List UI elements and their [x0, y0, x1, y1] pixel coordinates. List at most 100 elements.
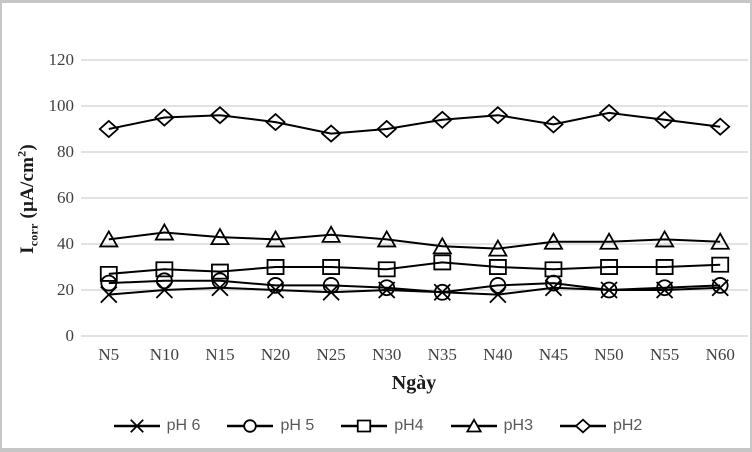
square-marker-icon — [711, 256, 730, 273]
diamond-marker-icon — [598, 103, 620, 123]
triangle-marker-icon — [487, 238, 508, 257]
diamond-marker-icon — [654, 110, 675, 130]
circle-marker-icon — [267, 277, 284, 294]
x-tick-label: N15 — [205, 345, 235, 364]
triangle-marker-icon — [321, 224, 342, 243]
x-tick-label: N50 — [594, 345, 624, 364]
square-marker-icon — [155, 261, 174, 278]
x-tick-label: N5 — [98, 345, 120, 364]
diamond-glyph-icon — [574, 418, 592, 434]
series-line-ph5 — [108, 279, 721, 294]
x-tick-label: N55 — [649, 345, 680, 364]
triangle-glyph-icon — [465, 417, 482, 433]
diamond-marker-icon — [98, 119, 120, 139]
square-marker-icon — [322, 259, 341, 275]
circle-marker-icon — [711, 277, 729, 294]
square-marker-icon — [655, 259, 674, 275]
legend-label: pH3 — [503, 417, 533, 434]
diamond-marker-icon — [543, 115, 564, 134]
diamond-marker-icon — [209, 105, 231, 125]
square-marker-icon — [433, 254, 452, 271]
chart-legend: pH 6 pH 5 pH4 pH3 pH2 — [2, 409, 750, 443]
triangle-marker-icon — [98, 229, 119, 248]
y-axis-title-subscript: corr — [26, 223, 41, 247]
triangle-marker-icon — [432, 236, 453, 255]
diamond-marker-icon — [431, 110, 453, 130]
legend-entry: pH 6 — [113, 416, 201, 436]
triangle-marker-icon — [209, 227, 231, 246]
legend-diamond-marker-icon — [559, 418, 606, 434]
x-marker-icon — [378, 281, 396, 299]
diamond-marker-icon — [709, 117, 731, 136]
x-tick-label: N40 — [483, 345, 513, 364]
legend-entry: pH4 — [341, 416, 424, 436]
circle-marker-icon — [656, 279, 673, 296]
legend-x-marker-icon — [113, 419, 160, 433]
x-tick-label: N60 — [705, 345, 735, 364]
y-tick-label: 120 — [48, 50, 75, 69]
circle-marker-icon — [489, 277, 507, 294]
x-tick-label: N20 — [260, 345, 291, 364]
circle-marker-icon — [433, 284, 451, 301]
y-axis-title-unit: (µA/cm — [16, 156, 38, 224]
legend-square-marker-icon — [341, 419, 388, 433]
diamond-marker-icon — [320, 124, 342, 143]
y-tick-label: 60 — [57, 188, 74, 207]
triangle-marker-icon — [265, 229, 286, 248]
x-marker-icon — [655, 281, 674, 299]
x-tick-label: N35 — [427, 345, 457, 364]
y-axis-title-unit-close: ) — [16, 144, 38, 151]
triangle-marker-icon — [376, 229, 397, 248]
square-marker-icon — [377, 261, 396, 278]
x-tick-label: N10 — [149, 345, 180, 364]
triangle-marker-icon — [154, 222, 175, 241]
legend-circle-marker-icon — [227, 419, 274, 433]
plot-area — [81, 59, 748, 337]
y-axis-title-superscript: 2 — [14, 150, 29, 157]
x-tick-label: N25 — [316, 345, 346, 364]
square-marker-icon — [600, 259, 618, 275]
square-marker-icon — [99, 265, 118, 282]
triangle-marker-icon — [598, 231, 620, 250]
legend-triangle-marker-icon — [450, 417, 497, 433]
circle-marker-icon — [100, 274, 118, 292]
legend-label: pH2 — [612, 417, 643, 434]
series-line-ph4 — [108, 261, 721, 275]
legend-label: pH 6 — [166, 417, 201, 434]
triangle-marker-icon — [543, 231, 564, 250]
legend-entry: pH 5 — [227, 416, 314, 436]
x-tick-label: N45 — [538, 345, 569, 364]
circle-marker-icon — [211, 272, 229, 290]
square-marker-icon — [266, 259, 285, 275]
diamond-marker-icon — [487, 105, 509, 125]
legend-label: pH 5 — [280, 417, 315, 434]
series-line-ph2 — [108, 111, 721, 135]
y-tick-label: 100 — [48, 96, 75, 115]
circle-marker-icon — [156, 272, 173, 290]
legend-label: pH4 — [394, 417, 424, 434]
circle-marker-icon — [322, 277, 340, 294]
circle-marker-icon — [600, 281, 618, 299]
legend-entry: pH2 — [559, 416, 643, 436]
circle-glyph-icon — [243, 419, 258, 433]
square-marker-icon — [488, 259, 507, 275]
y-tick-label: 20 — [57, 280, 74, 299]
legend-entry: pH3 — [450, 416, 533, 436]
y-tick-label: 40 — [57, 234, 74, 253]
diamond-marker-icon — [265, 112, 286, 132]
square-glyph-icon — [357, 419, 372, 433]
diamond-marker-icon — [376, 119, 398, 139]
y-tick-label: 80 — [57, 142, 74, 161]
diamond-marker-icon — [154, 108, 175, 127]
triangle-marker-icon — [654, 229, 675, 248]
series-line-ph3 — [108, 231, 721, 250]
x-glyph-icon — [129, 419, 144, 433]
square-marker-icon — [544, 261, 563, 278]
x-axis-title: Ngày — [391, 372, 437, 394]
y-axis-title: Icorr (µA/cm2) — [14, 144, 41, 254]
triangle-marker-icon — [710, 231, 731, 250]
x-tick-label: N30 — [372, 345, 402, 364]
square-marker-icon — [211, 263, 229, 280]
y-tick-label: 0 — [65, 326, 75, 345]
